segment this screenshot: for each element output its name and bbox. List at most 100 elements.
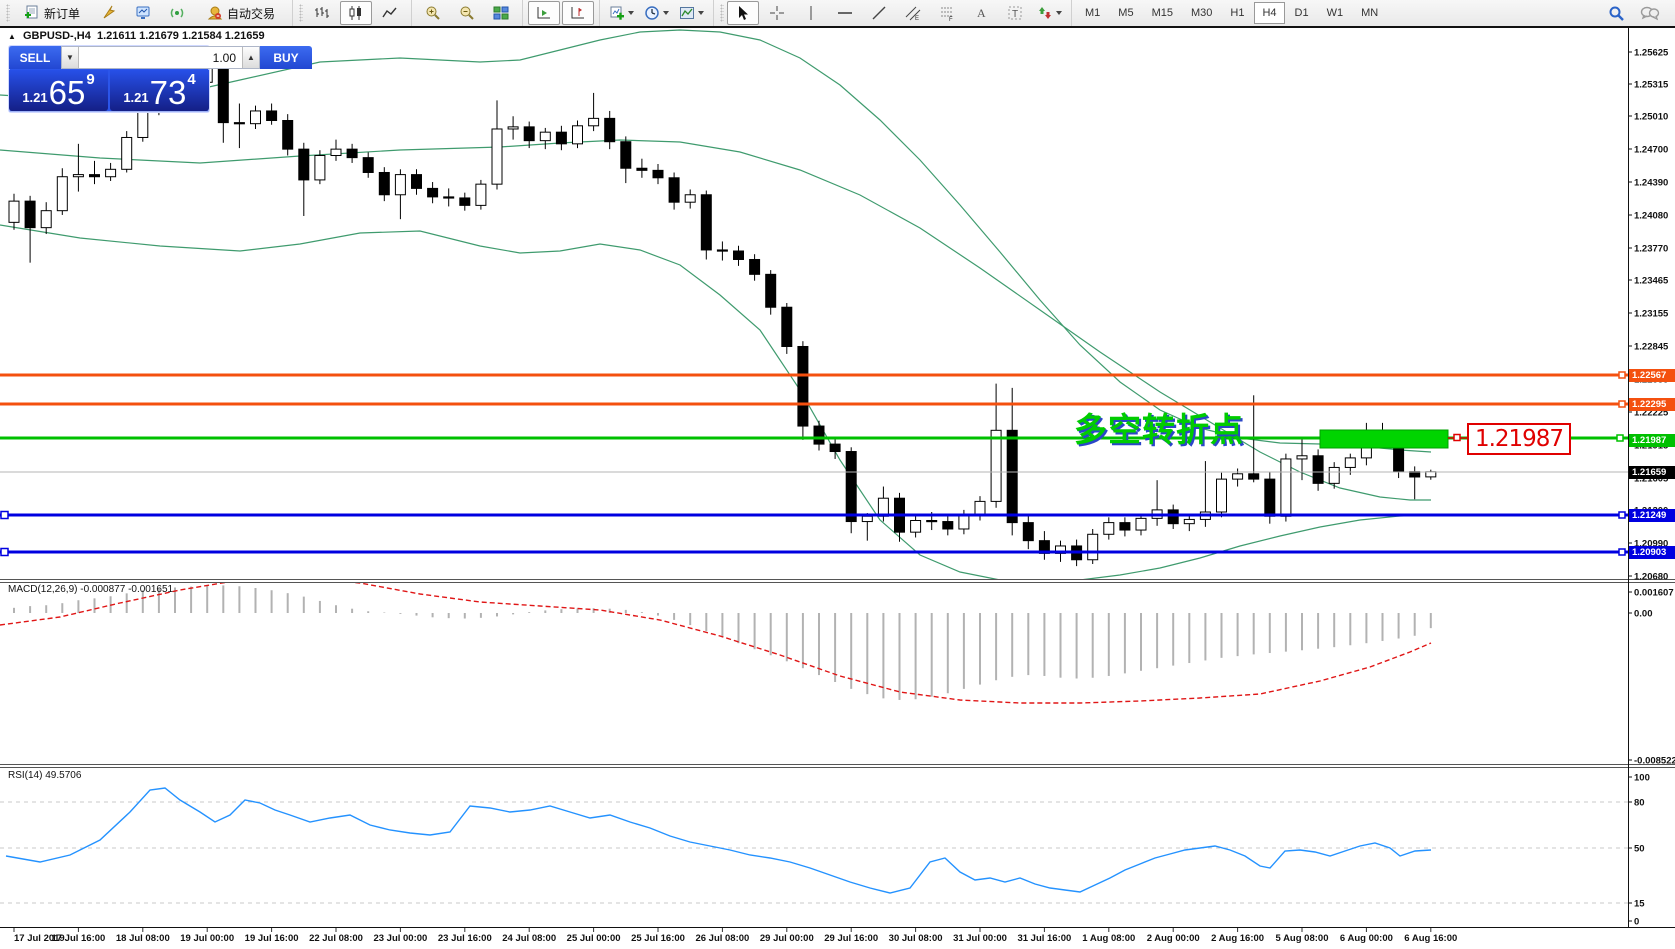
toolbar: 新订单 自动交易: [0, 0, 1675, 27]
candle-body: [298, 148, 310, 181]
horizontal-line-icon: [838, 12, 852, 14]
candle-body: [443, 196, 455, 199]
macd-signal-line: [0, 583, 1432, 704]
price-tick-label: 1.20990: [1634, 539, 1668, 550]
candle-body: [1296, 455, 1308, 460]
text-tool-button[interactable]: A: [965, 1, 997, 25]
volume-input[interactable]: [79, 47, 242, 68]
buy-price-point: 4: [187, 71, 196, 88]
svg-text:E: E: [915, 16, 919, 21]
chat-button[interactable]: [1634, 1, 1666, 25]
callout-anchor: [1453, 433, 1461, 442]
line-chart-button[interactable]: [374, 1, 406, 25]
zoom-in-button[interactable]: [417, 1, 449, 25]
one-click-trading-panel: SELL ▼ ▲ BUY 1.21 65 9 1.21 73 4: [8, 45, 312, 113]
time-axis-label: 6 Aug 16:00: [1404, 933, 1457, 944]
candle-body: [749, 258, 761, 275]
autotrade-button[interactable]: 自动交易: [195, 1, 287, 25]
candlestick-chart-button[interactable]: [340, 1, 372, 25]
channel-tool-button[interactable]: E: [897, 1, 929, 25]
tile-windows-icon: [493, 6, 509, 20]
crosshair-icon: [770, 6, 784, 20]
chart-shift-icon: [571, 7, 584, 19]
timeframe-m5[interactable]: M5: [1118, 7, 1134, 19]
arrows-tool-button[interactable]: [1033, 1, 1066, 25]
new-order-button[interactable]: 新订单: [13, 1, 91, 25]
new-order-label: 新订单: [43, 6, 80, 21]
toolbar-grip: [299, 4, 303, 22]
search-button[interactable]: [1600, 1, 1632, 25]
pivot-price-callout[interactable]: 1.21987: [1467, 423, 1571, 455]
dropdown-caret-icon: [698, 11, 704, 15]
timeframe-d1[interactable]: D1: [1294, 7, 1309, 19]
market-watch-button[interactable]: [127, 1, 159, 25]
timeframe-mn[interactable]: MN: [1361, 7, 1379, 19]
price-badge-1.21249: 1.21249: [1629, 508, 1675, 522]
price-badge-1.22295: 1.22295: [1629, 397, 1675, 411]
candle-body: [797, 345, 809, 427]
candle-body: [620, 141, 632, 169]
trendline-icon: [872, 6, 886, 20]
vertical-line-tool-button[interactable]: [795, 1, 827, 25]
crosshair-tool-button[interactable]: [761, 1, 793, 25]
time-axis-label: 23 Jul 00:00: [373, 933, 427, 944]
line-handle[interactable]: [0, 510, 9, 520]
price-tick-label: 1.24390: [1634, 178, 1668, 189]
timeframe-w1[interactable]: W1: [1326, 7, 1344, 19]
candle-body: [1344, 457, 1356, 468]
timeframe-m1[interactable]: M1: [1085, 7, 1101, 19]
candle-body: [668, 177, 680, 203]
signals-button[interactable]: [161, 1, 193, 25]
fibonacci-tool-button[interactable]: F: [931, 1, 963, 25]
timeframe-m30[interactable]: M30: [1190, 7, 1213, 19]
volume-down-button[interactable]: ▼: [62, 47, 79, 68]
time-axis-label: 30 Jul 08:00: [889, 933, 943, 944]
timeframe-m15[interactable]: M15: [1151, 7, 1173, 19]
candle-body: [1103, 522, 1115, 535]
bar-chart-button[interactable]: [306, 1, 338, 25]
time-axis-label: 17 Jul 2019: [14, 933, 65, 944]
pivot-zone-rectangle[interactable]: [1319, 429, 1449, 449]
sell-button[interactable]: SELL: [9, 46, 61, 69]
chart-shift-button[interactable]: [562, 1, 594, 25]
new-order-icon: [24, 5, 38, 19]
candle-body: [72, 174, 84, 178]
candle-body: [217, 65, 229, 124]
candle-body: [56, 176, 68, 212]
price-tick-label: 1.25625: [1634, 48, 1669, 59]
cursor-tool-button[interactable]: [727, 1, 759, 25]
new-chart-button[interactable]: [605, 1, 638, 25]
candle-body: [926, 519, 938, 523]
candle-body: [910, 519, 922, 533]
toolbar-grip: [720, 4, 724, 22]
pivot-annotation-text[interactable]: 多空转折点: [1074, 411, 1244, 448]
trendline-tool-button[interactable]: [863, 1, 895, 25]
rsi-scale-label: 80: [1634, 798, 1645, 809]
price-tick-label: 1.25010: [1634, 112, 1668, 123]
timeframe-h1[interactable]: H1: [1230, 7, 1245, 19]
candle-body: [942, 521, 954, 530]
volume-up-button[interactable]: ▲: [242, 47, 259, 68]
periods-button[interactable]: [640, 1, 673, 25]
auto-scroll-icon: [537, 7, 550, 19]
buy-price[interactable]: 1.21 73 4: [110, 70, 209, 111]
candle-body: [475, 183, 487, 206]
auto-scroll-button[interactable]: [528, 1, 560, 25]
timeframe-h4[interactable]: H4: [1254, 2, 1285, 24]
sell-price[interactable]: 1.21 65 9: [9, 70, 108, 111]
horizontal-line-tool-button[interactable]: [829, 1, 861, 25]
chat-icon: [1640, 6, 1660, 21]
line-handle[interactable]: [0, 547, 9, 557]
price-tick-label: 1.23155: [1634, 309, 1669, 320]
templates-button[interactable]: [675, 1, 708, 25]
zoom-out-button[interactable]: [451, 1, 483, 25]
buy-button[interactable]: BUY: [260, 46, 312, 69]
fibonacci-icon: F: [941, 7, 953, 21]
text-label-tool-button[interactable]: T: [999, 1, 1031, 25]
tile-windows-button[interactable]: [485, 1, 517, 25]
line-anchor: [1618, 371, 1626, 379]
time-axis-label: 31 Jul 16:00: [1017, 933, 1071, 944]
cursor-gold-button[interactable]: [93, 1, 125, 25]
candle-body: [394, 174, 406, 196]
